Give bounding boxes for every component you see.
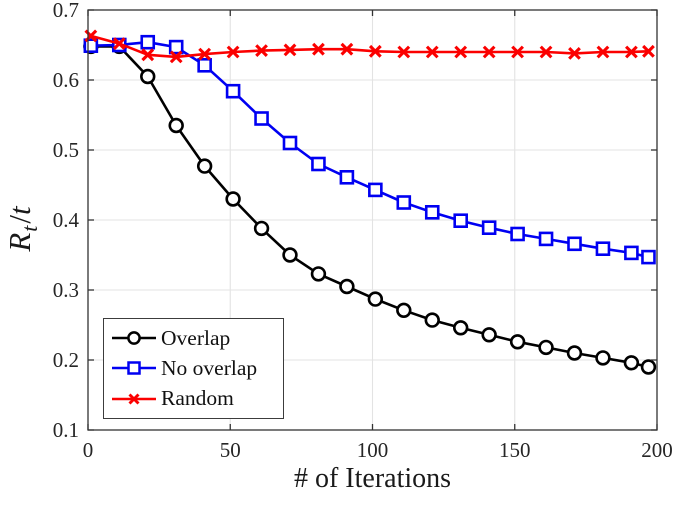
- marker-x: [642, 44, 655, 58]
- marker-circle: [339, 278, 355, 295]
- marker-circle: [595, 350, 611, 366]
- marker-x: [141, 48, 155, 62]
- marker-x: [482, 45, 496, 59]
- marker-square: [481, 220, 497, 235]
- x-tick-label: 150: [499, 438, 531, 462]
- marker-x: [624, 45, 638, 59]
- marker-square: [595, 241, 611, 256]
- y-axis-label: Rt/t: [0, 156, 42, 302]
- marker-circle: [225, 191, 241, 207]
- marker-square: [368, 182, 383, 198]
- marker-square: [624, 245, 639, 261]
- marker-square: [225, 83, 241, 99]
- legend-label-no-overlap: No overlap: [161, 355, 258, 380]
- legend-swatch-random: [112, 393, 156, 405]
- axes-box: [87, 9, 658, 431]
- y-tick-label: 0.2: [53, 348, 79, 372]
- legend-label-random: Random: [161, 386, 234, 411]
- marker-square: [282, 135, 298, 151]
- marker-x: [255, 44, 268, 57]
- marker-circle: [168, 117, 184, 134]
- legend-item-overlap: Overlap: [111, 323, 279, 353]
- marker-square: [538, 231, 554, 247]
- marker-circle: [310, 266, 327, 282]
- marker-circle: [481, 327, 497, 343]
- marker-circle: [282, 247, 298, 263]
- y-tick-label: 0.1: [53, 418, 79, 442]
- legend-item-random: Random: [111, 384, 279, 414]
- y-tick-label: 0.3: [53, 278, 79, 302]
- marker-square: [197, 57, 212, 73]
- marker-x: [340, 42, 354, 56]
- x-tick-label: 50: [220, 438, 241, 462]
- marker-x: [84, 29, 98, 43]
- ylabel-denominator: t: [2, 206, 37, 215]
- y-tick-label: 0.4: [53, 208, 80, 232]
- marker-square: [168, 39, 184, 55]
- marker-square: [453, 213, 468, 228]
- y-tick-label: 0.6: [53, 68, 79, 92]
- marker-x: [112, 37, 126, 50]
- marker-square: [641, 249, 656, 265]
- marker-x: [368, 44, 382, 58]
- legend-label-overlap: Overlap: [161, 325, 231, 350]
- marker-circle: [640, 359, 657, 375]
- marker-x: [596, 45, 610, 59]
- marker-x: [312, 42, 325, 56]
- x-tick-label: 200: [641, 438, 673, 462]
- legend-swatch-no-overlap: [112, 361, 156, 376]
- marker-square: [254, 111, 269, 126]
- marker-x: [511, 45, 524, 59]
- legend-item-no-overlap: No overlap: [111, 353, 279, 383]
- marker-circle: [367, 291, 384, 307]
- marker-x: [397, 45, 411, 59]
- marker-x: [539, 45, 553, 59]
- marker-circle: [538, 339, 554, 356]
- marker-circle: [566, 345, 583, 361]
- marker-square: [396, 195, 412, 210]
- marker-circle: [509, 334, 526, 350]
- marker-circle: [196, 158, 213, 174]
- marker-square: [424, 205, 440, 220]
- y-tick-label: 0.5: [53, 138, 79, 162]
- marker-x: [169, 50, 183, 64]
- marker-x: [198, 47, 212, 61]
- legend-swatch-overlap: [112, 331, 156, 346]
- marker-x: [425, 45, 439, 59]
- marker-circle: [623, 355, 640, 371]
- marker-square: [510, 226, 525, 242]
- marker-x: [454, 45, 468, 59]
- marker-circle: [396, 302, 412, 318]
- x-tick-label: 100: [357, 438, 389, 462]
- ylabel-slash: /: [2, 214, 37, 224]
- marker-circle: [140, 68, 156, 85]
- ylabel-subscript: t: [17, 225, 42, 232]
- ylabel-base: R: [2, 232, 37, 252]
- y-tick-label: 0.7: [53, 0, 79, 22]
- x-axis-label: # of Iterations: [293, 463, 452, 494]
- marker-x: [283, 43, 297, 57]
- marker-square: [567, 236, 582, 252]
- marker-square: [311, 156, 326, 172]
- marker-x: [226, 45, 240, 59]
- marker-square: [339, 170, 355, 185]
- legend: Overlap No overlap Random: [103, 318, 284, 419]
- marker-circle: [424, 312, 440, 328]
- marker-square: [140, 34, 156, 50]
- series-random: [84, 29, 655, 64]
- marker-x: [568, 47, 581, 60]
- series-no-overlap: [83, 34, 656, 265]
- marker-circle: [452, 320, 469, 336]
- marker-circle: [253, 220, 270, 237]
- x-tick-label: 0: [83, 438, 94, 462]
